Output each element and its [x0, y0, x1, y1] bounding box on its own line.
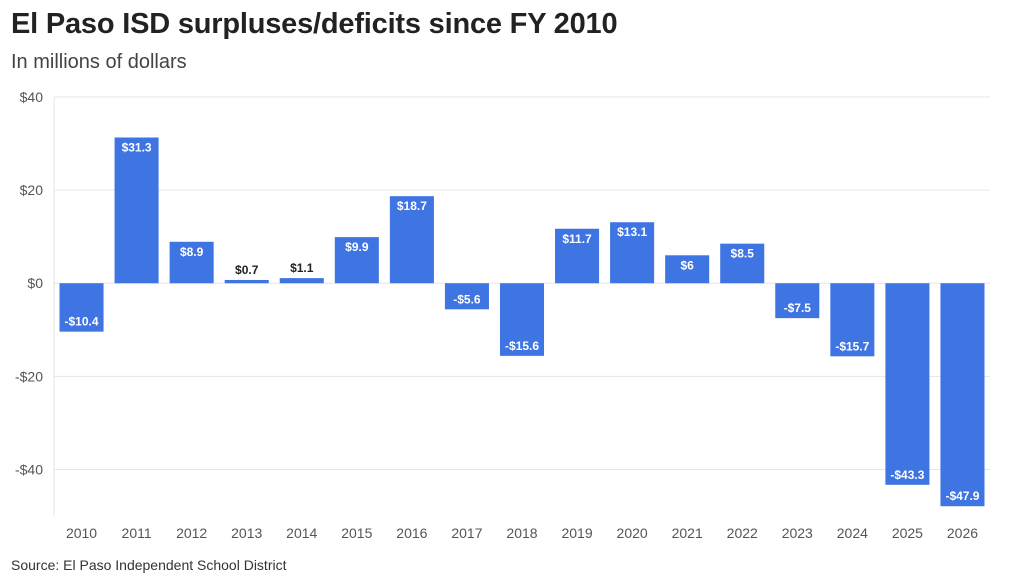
x-tick-label: 2021: [672, 525, 703, 541]
data-label: -$10.4: [65, 315, 99, 329]
bar: [334, 237, 379, 284]
bar: [389, 196, 434, 284]
bar: [59, 283, 104, 332]
data-label: $0.7: [235, 263, 259, 277]
x-tick-label: 2023: [782, 525, 813, 541]
x-axis-ticks: 2010 2011 2012 2013 2014 2015 2016 2017 2018 2019…: [66, 525, 978, 541]
bar: [775, 283, 820, 319]
bar: [555, 228, 600, 284]
bar: [114, 137, 159, 284]
bars: [59, 137, 985, 507]
data-label: $1.1: [290, 261, 314, 275]
bar: [169, 241, 214, 284]
bar: [499, 283, 545, 356]
x-tick-label: 2011: [122, 525, 152, 541]
x-tick-label: 2017: [451, 525, 482, 541]
bar: [665, 255, 710, 284]
x-tick-label: 2019: [561, 525, 592, 541]
x-tick-label: 2016: [396, 525, 427, 541]
data-label: -$47.9: [945, 489, 979, 503]
y-tick-label: $0: [27, 275, 43, 291]
data-label: $11.7: [562, 232, 592, 246]
x-tick-label: 2020: [617, 525, 648, 541]
x-tick-label: 2013: [231, 525, 262, 541]
x-tick-label: 2014: [286, 525, 317, 541]
x-tick-label: 2022: [727, 525, 758, 541]
data-label: $8.5: [731, 247, 755, 261]
bar: [610, 222, 655, 284]
y-tick-label: -$40: [15, 461, 43, 477]
chart-source: Source: El Paso Independent School Distr…: [11, 557, 287, 573]
y-tick-label: $40: [20, 89, 44, 105]
bar: [224, 279, 269, 284]
y-tick-label: -$20: [15, 368, 43, 384]
x-tick-label: 2012: [176, 525, 207, 541]
data-label: $13.1: [617, 225, 647, 239]
bar: [830, 283, 875, 357]
data-label: -$15.7: [835, 339, 869, 353]
x-tick-label: 2018: [506, 525, 537, 541]
data-label: -$43.3: [890, 468, 924, 482]
x-tick-label: 2015: [341, 525, 372, 541]
data-label: -$15.6: [505, 339, 539, 353]
x-tick-label: 2024: [837, 525, 868, 541]
gridlines: [53, 96, 990, 516]
data-label: -$5.6: [453, 292, 481, 306]
bar: [279, 278, 324, 284]
data-labels: -$10.4 $31.3 $8.9 $0.7 $1.1 $9.9 $18.7 -$5.6 -$1…: [65, 141, 980, 504]
bar: [444, 283, 489, 310]
chart-title: El Paso ISD surpluses/deficits since FY …: [11, 8, 618, 40]
x-tick-label: 2010: [66, 525, 97, 541]
chart-subtitle: In millions of dollars: [11, 51, 187, 73]
data-label: $8.9: [180, 245, 204, 259]
data-label: $9.9: [345, 240, 369, 254]
y-axis-ticks: $40 $20 $0 -$20 -$40: [15, 89, 43, 477]
y-tick-label: $20: [20, 182, 44, 198]
x-tick-label: 2026: [947, 525, 978, 541]
bar: [885, 283, 930, 485]
data-label: $6: [680, 258, 694, 272]
bar: [720, 243, 765, 284]
data-label: $31.3: [122, 141, 152, 155]
data-label: $18.7: [397, 199, 427, 213]
data-label: -$7.5: [784, 301, 812, 315]
bar: [940, 283, 985, 507]
x-tick-label: 2025: [892, 525, 923, 541]
